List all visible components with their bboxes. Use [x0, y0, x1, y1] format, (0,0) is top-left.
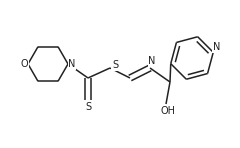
- Text: S: S: [112, 60, 118, 70]
- Text: S: S: [85, 102, 91, 112]
- Text: N: N: [148, 56, 156, 66]
- Text: N: N: [68, 59, 76, 69]
- Text: N: N: [213, 42, 220, 52]
- Text: O: O: [20, 59, 28, 69]
- Text: OH: OH: [161, 106, 175, 116]
